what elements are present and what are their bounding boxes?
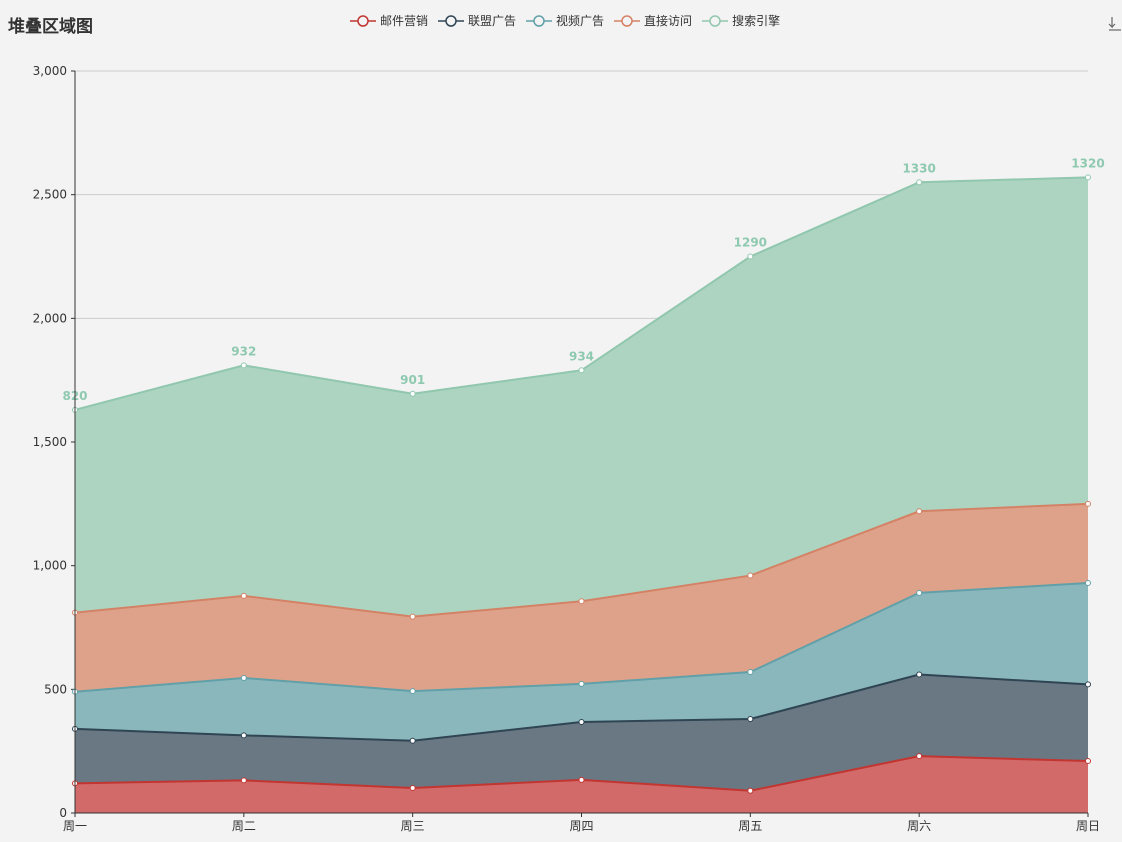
data-point [240,362,247,369]
data-point [916,179,923,186]
x-tick-label: 周一 [63,819,87,833]
data-point [578,598,585,605]
data-point [578,680,585,687]
data-point [578,367,585,374]
y-tick-label: 2,000 [33,311,67,325]
legend-label: 搜索引擎 [732,14,781,28]
chart-legend: 邮件营销 联盟广告 视频广告 直接访问 搜索引擎 [350,12,780,29]
data-point [1085,681,1091,688]
data-point [747,572,754,579]
y-tick-label: 500 [44,682,67,696]
data-label: 934 [569,349,594,363]
y-tick-label: 3,000 [33,64,67,78]
data-point [578,776,585,783]
data-point [409,688,416,695]
data-point [240,777,247,784]
x-tick-label: 周二 [232,819,256,833]
legend-swatch [438,14,465,27]
legend-swatch [350,14,376,27]
legend-item[interactable]: 视频广告 [526,12,604,29]
data-point [1085,758,1091,765]
data-point [916,671,923,678]
x-tick-label: 周日 [1076,819,1100,833]
area-视频广告 [75,582,1088,741]
data-label: 1290 [734,236,767,250]
legend-item[interactable]: 联盟广告 [438,12,516,29]
data-label: 1320 [1071,156,1104,170]
data-point [916,589,923,596]
legend-label: 视频广告 [556,14,605,28]
legend-label: 邮件营销 [380,14,429,28]
data-label: 932 [231,344,256,358]
legend-item[interactable]: 邮件营销 [350,12,428,29]
y-tick-label: 1,000 [33,559,67,573]
data-point [578,718,585,725]
legend-item[interactable]: 直接访问 [614,12,692,29]
data-point [747,669,754,676]
x-tick-label: 周三 [401,819,425,833]
data-point [747,787,754,794]
data-point [240,592,247,599]
legend-label: 联盟广告 [468,14,517,28]
chart-title: 堆叠区域图 [8,17,93,37]
data-point [1085,500,1091,507]
area-邮件营销 [75,756,1088,813]
legend-swatch [526,14,553,27]
y-tick-label: 0 [59,806,67,820]
data-point [1085,579,1091,586]
data-point [916,508,923,515]
legend-label: 直接访问 [644,14,693,28]
x-tick-label: 周四 [569,819,593,833]
data-point [240,674,247,681]
data-point [409,613,416,620]
data-point [409,785,416,792]
legend-item[interactable]: 搜索引擎 [702,12,780,29]
data-point [747,716,754,723]
legend-swatch [614,14,641,27]
area-搜索引擎 [75,177,1088,617]
data-label: 901 [400,373,425,387]
data-point [240,732,247,739]
data-point [409,390,416,397]
data-point [1085,174,1091,181]
data-point [747,253,754,260]
x-tick-label: 周五 [738,819,762,833]
data-point [916,753,923,760]
legend-swatch [702,14,729,27]
area-联盟广告 [75,674,1088,791]
data-label: 1330 [902,161,935,175]
y-tick-label: 2,500 [33,188,67,202]
data-point [409,737,416,744]
x-tick-label: 周六 [907,819,931,833]
y-tick-label: 1,500 [33,435,67,449]
download-icon[interactable] [1108,16,1122,32]
area-直接访问 [75,503,1088,692]
